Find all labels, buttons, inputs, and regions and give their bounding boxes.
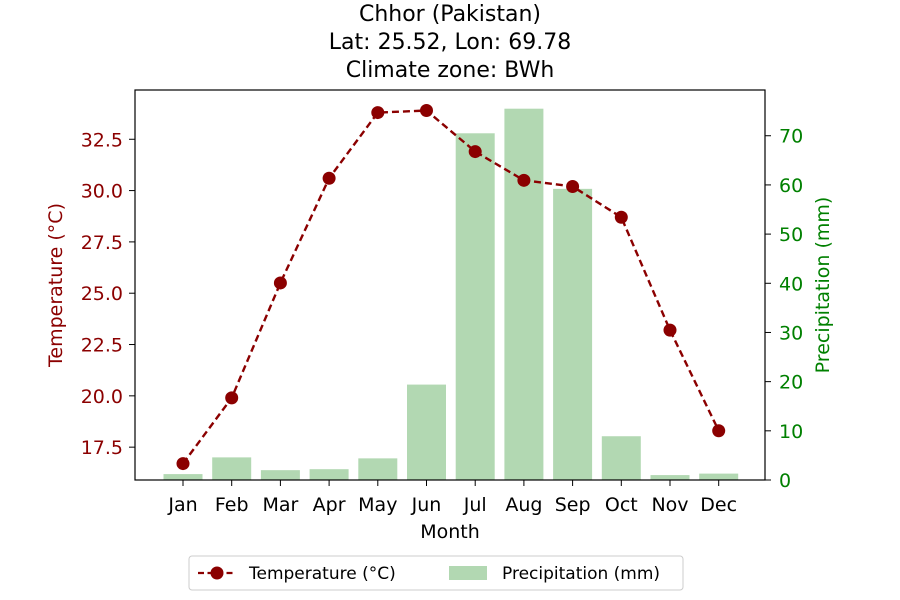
x-tick-label-dec: Dec [700, 494, 737, 516]
temperature-point-may [371, 106, 385, 120]
precipitation-bar-dec [699, 473, 739, 480]
precipitation-bar-jan [163, 474, 203, 480]
x-tick-label-apr: Apr [313, 494, 346, 516]
x-tick-label-sep: Sep [555, 494, 591, 516]
precipitation-bars [163, 108, 739, 480]
temperature-point-nov [663, 323, 677, 337]
right-tick-label-7: 70 [779, 126, 803, 148]
right-tick-label-1: 10 [779, 421, 803, 443]
left-tick-label-1: 20.0 [81, 386, 123, 408]
left-tick-label-5: 30.0 [81, 181, 123, 203]
legend-temperature-label: Temperature (°C) [248, 564, 396, 584]
right-axis-ticks: 0 10 20 30 40 50 60 70 [765, 126, 803, 492]
left-axis-label: Temperature (°C) [45, 203, 67, 368]
x-tick-label-oct: Oct [605, 494, 638, 516]
precipitation-bar-feb [212, 457, 252, 480]
left-tick-label-3: 25.0 [81, 283, 123, 305]
precipitation-bar-sep [553, 188, 593, 480]
x-tick-label-jul: Jul [463, 494, 487, 516]
right-tick-label-2: 20 [779, 372, 803, 394]
x-axis-label: Month [420, 521, 480, 543]
x-tick-label-feb: Feb [215, 494, 249, 516]
left-tick-label-0: 17.5 [81, 437, 123, 459]
right-tick-label-0: 0 [779, 470, 791, 492]
chart-title-line-3: Climate zone: BWh [346, 58, 555, 83]
right-tick-label-6: 60 [779, 175, 803, 197]
temperature-point-apr [322, 171, 336, 185]
chart-title-line-2: Lat: 25.52, Lon: 69.78 [329, 30, 571, 55]
right-axis-label: Precipitation (mm) [812, 197, 834, 374]
precipitation-bar-jun [407, 384, 446, 480]
precipitation-bar-nov [650, 475, 690, 480]
precipitation-bar-oct [601, 436, 641, 480]
chart-title-line-1: Chhor (Pakistan) [359, 2, 541, 27]
legend: Temperature (°C) Precipitation (mm) [188, 555, 684, 591]
temperature-point-aug [517, 173, 531, 187]
precipitation-bar-may [358, 458, 398, 480]
left-tick-label-4: 27.5 [81, 232, 123, 254]
precipitation-bar-apr [309, 469, 349, 480]
temperature-point-oct [614, 210, 628, 224]
temperature-line [176, 104, 726, 471]
temperature-point-jan [176, 457, 190, 471]
temperature-point-jun [420, 104, 433, 118]
legend-precipitation-label: Precipitation (mm) [502, 564, 660, 584]
x-tick-label-aug: Aug [505, 494, 542, 516]
x-axis-ticks: Jan Feb Mar Apr May Jun Jul Aug Sep Oct Nov Dec [167, 480, 737, 516]
precipitation-bar-mar [260, 470, 300, 480]
left-tick-label-6: 32.5 [81, 129, 123, 151]
plot-frame [134, 89, 766, 481]
legend-precipitation-swatch [449, 566, 487, 580]
right-tick-label-3: 30 [779, 322, 803, 344]
right-tick-label-5: 50 [779, 224, 803, 246]
right-tick-label-4: 40 [779, 273, 803, 295]
legend-temperature-swatch-marker [210, 566, 224, 580]
temperature-point-sep [566, 179, 580, 193]
left-tick-label-2: 22.5 [81, 335, 123, 357]
temperature-point-jul [468, 145, 482, 159]
chart-title: Chhor (Pakistan) Lat: 25.52, Lon: 69.78 … [329, 2, 571, 83]
temperature-point-mar [273, 276, 287, 290]
temperature-point-dec [712, 424, 726, 438]
x-tick-label-nov: Nov [651, 494, 688, 516]
x-tick-label-may: May [358, 494, 397, 516]
x-tick-label-mar: Mar [262, 494, 298, 516]
temperature-point-feb [225, 391, 239, 405]
precipitation-bar-aug [504, 108, 544, 480]
x-tick-label-jun: Jun [411, 494, 442, 516]
temperature-series-line [182, 109, 720, 465]
left-axis-ticks: 17.5 20.0 22.5 25.0 27.5 30.0 32.5 [81, 129, 135, 459]
legend-box [188, 555, 684, 591]
precipitation-bar-jul [455, 133, 495, 480]
x-tick-label-jan: Jan [167, 494, 197, 516]
